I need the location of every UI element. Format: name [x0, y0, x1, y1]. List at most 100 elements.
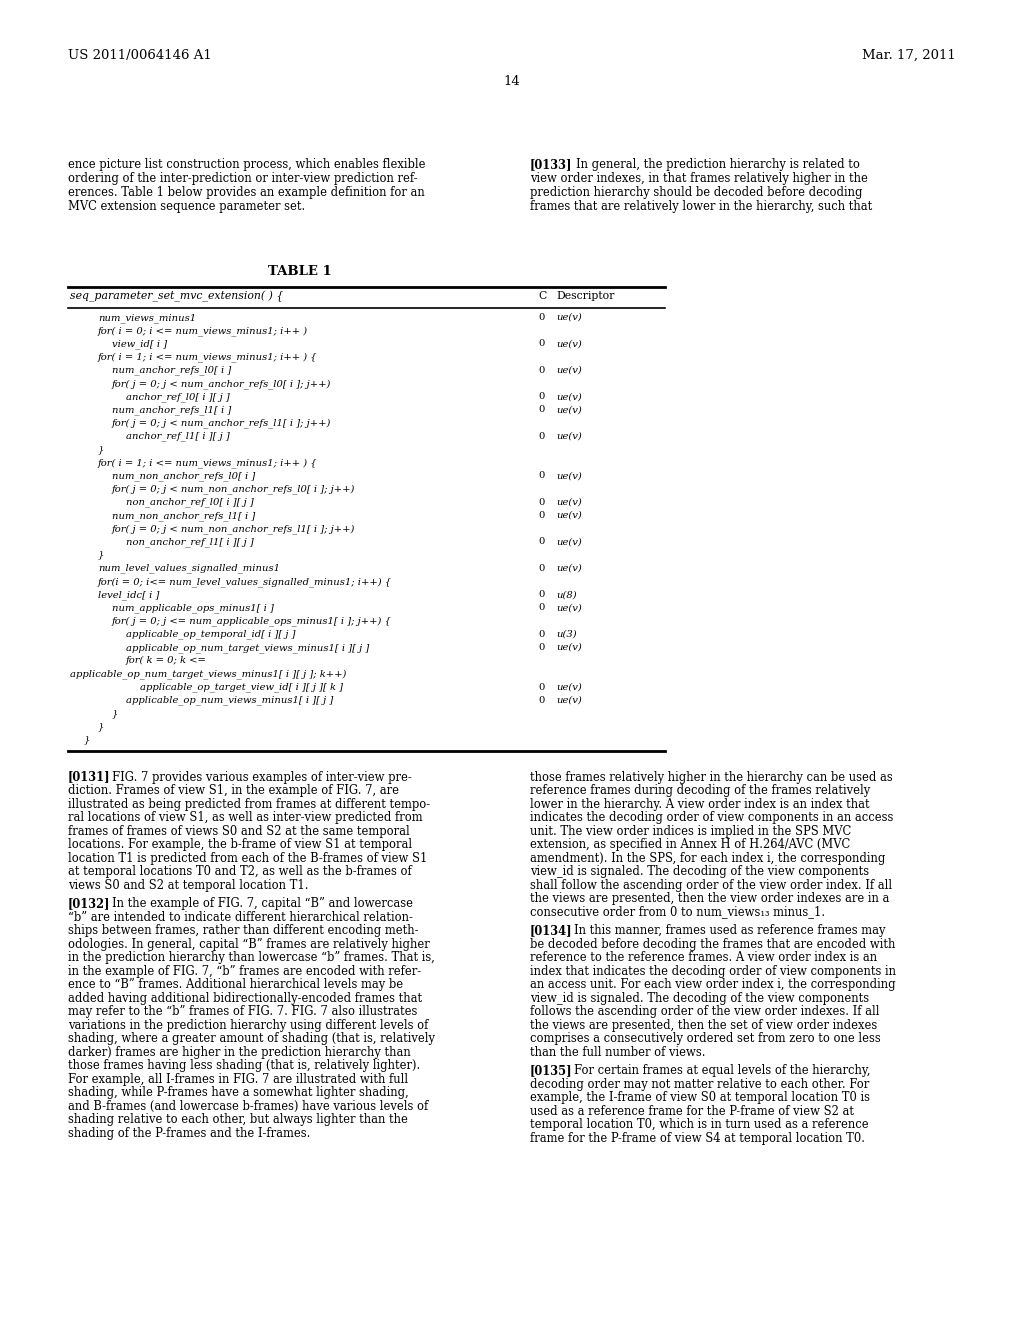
Text: views S0 and S2 at temporal location T1.: views S0 and S2 at temporal location T1.: [68, 879, 308, 891]
Text: For example, all I-frames in FIG. 7 are illustrated with full: For example, all I-frames in FIG. 7 are …: [68, 1073, 409, 1085]
Text: erences. Table 1 below provides an example definition for an: erences. Table 1 below provides an examp…: [68, 186, 425, 199]
Text: indicates the decoding order of view components in an access: indicates the decoding order of view com…: [530, 810, 893, 824]
Text: used as a reference frame for the P-frame of view S2 at: used as a reference frame for the P-fram…: [530, 1105, 854, 1118]
Text: 14: 14: [504, 75, 520, 88]
Text: reference to the reference frames. A view order index is an: reference to the reference frames. A vie…: [530, 952, 878, 964]
Text: the views are presented, then the view order indexes are in a: the views are presented, then the view o…: [530, 892, 890, 906]
Text: 0: 0: [538, 643, 545, 652]
Text: [0132]: [0132]: [68, 898, 111, 909]
Text: ue(v): ue(v): [556, 405, 582, 414]
Text: frames that are relatively lower in the hierarchy, such that: frames that are relatively lower in the …: [530, 201, 872, 213]
Text: than the full number of views.: than the full number of views.: [530, 1045, 706, 1059]
Text: for( j = 0; j < num_anchor_refs_l0[ i ]; j++): for( j = 0; j < num_anchor_refs_l0[ i ];…: [112, 379, 332, 389]
Text: index that indicates the decoding order of view components in: index that indicates the decoding order …: [530, 965, 896, 978]
Text: 0: 0: [538, 498, 545, 507]
Text: ue(v): ue(v): [556, 313, 582, 322]
Text: for( j = 0; j <= num_applicable_ops_minus1[ i ]; j++) {: for( j = 0; j <= num_applicable_ops_minu…: [112, 616, 392, 627]
Text: follows the ascending order of the view order indexes. If all: follows the ascending order of the view …: [530, 1005, 880, 1018]
Text: US 2011/0064146 A1: US 2011/0064146 A1: [68, 49, 212, 62]
Text: consecutive order from 0 to num_views₁₃ minus_1.: consecutive order from 0 to num_views₁₃ …: [530, 906, 825, 919]
Text: ue(v): ue(v): [556, 511, 582, 520]
Text: 0: 0: [538, 405, 545, 414]
Text: [0131]: [0131]: [68, 771, 111, 784]
Text: ence to “B” frames. Additional hierarchical levels may be: ence to “B” frames. Additional hierarchi…: [68, 978, 403, 991]
Text: seq_parameter_set_mvc_extension( ) {: seq_parameter_set_mvc_extension( ) {: [70, 290, 284, 302]
Text: for( i = 1; i <= num_views_minus1; i++ ) {: for( i = 1; i <= num_views_minus1; i++ )…: [98, 352, 317, 363]
Text: view_id is signaled. The decoding of the view components: view_id is signaled. The decoding of the…: [530, 865, 869, 878]
Text: applicable_op_num_target_views_minus1[ i ][ j ]: applicable_op_num_target_views_minus1[ i…: [126, 643, 370, 652]
Text: 0: 0: [538, 366, 545, 375]
Text: applicable_op_temporal_id[ i ][ j ]: applicable_op_temporal_id[ i ][ j ]: [126, 630, 296, 639]
Text: comprises a consecutively ordered set from zero to one less: comprises a consecutively ordered set fr…: [530, 1032, 881, 1045]
Text: for( j = 0; j < num_non_anchor_refs_l1[ i ]; j++): for( j = 0; j < num_non_anchor_refs_l1[ …: [112, 524, 355, 535]
Text: ue(v): ue(v): [556, 366, 582, 375]
Text: ral locations of view S1, as well as inter-view predicted from: ral locations of view S1, as well as int…: [68, 810, 423, 824]
Text: [0135]: [0135]: [530, 1064, 572, 1077]
Text: [0133]: [0133]: [530, 158, 572, 172]
Text: For certain frames at equal levels of the hierarchy,: For certain frames at equal levels of th…: [574, 1064, 870, 1077]
Text: non_anchor_ref_l0[ i ][ j ]: non_anchor_ref_l0[ i ][ j ]: [126, 498, 254, 507]
Text: those frames relatively higher in the hierarchy can be used as: those frames relatively higher in the hi…: [530, 771, 893, 784]
Text: num_anchor_refs_l1[ i ]: num_anchor_refs_l1[ i ]: [112, 405, 231, 414]
Text: num_applicable_ops_minus1[ i ]: num_applicable_ops_minus1[ i ]: [112, 603, 273, 612]
Text: num_non_anchor_refs_l0[ i ]: num_non_anchor_refs_l0[ i ]: [112, 471, 255, 480]
Text: darker) frames are higher in the prediction hierarchy than: darker) frames are higher in the predict…: [68, 1045, 411, 1059]
Text: may refer to the “b” frames of FIG. 7. FIG. 7 also illustrates: may refer to the “b” frames of FIG. 7. F…: [68, 1005, 418, 1018]
Text: and B-frames (and lowercase b-frames) have various levels of: and B-frames (and lowercase b-frames) ha…: [68, 1100, 428, 1113]
Text: ue(v): ue(v): [556, 432, 582, 441]
Text: added having additional bidirectionally-encoded frames that: added having additional bidirectionally-…: [68, 991, 422, 1005]
Text: ence picture list construction process, which enables flexible: ence picture list construction process, …: [68, 158, 426, 172]
Text: for( i = 1; i <= num_views_minus1; i++ ) {: for( i = 1; i <= num_views_minus1; i++ )…: [98, 458, 317, 469]
Text: unit. The view order indices is implied in the SPS MVC: unit. The view order indices is implied …: [530, 825, 851, 838]
Text: in the example of FIG. 7, “b” frames are encoded with refer-: in the example of FIG. 7, “b” frames are…: [68, 965, 421, 978]
Text: for( k = 0; k <=: for( k = 0; k <=: [126, 656, 207, 665]
Text: ue(v): ue(v): [556, 682, 582, 692]
Text: Descriptor: Descriptor: [556, 290, 614, 301]
Text: ue(v): ue(v): [556, 603, 582, 612]
Text: MVC extension sequence parameter set.: MVC extension sequence parameter set.: [68, 201, 305, 213]
Text: extension, as specified in Annex H of H.264/AVC (MVC: extension, as specified in Annex H of H.…: [530, 838, 850, 851]
Text: “b” are intended to indicate different hierarchical relation-: “b” are intended to indicate different h…: [68, 911, 413, 924]
Text: num_non_anchor_refs_l1[ i ]: num_non_anchor_refs_l1[ i ]: [112, 511, 255, 520]
Text: the views are presented, then the set of view order indexes: the views are presented, then the set of…: [530, 1019, 878, 1032]
Text: an access unit. For each view order index i, the corresponding: an access unit. For each view order inde…: [530, 978, 896, 991]
Text: shading relative to each other, but always lighter than the: shading relative to each other, but alwa…: [68, 1113, 408, 1126]
Text: 0: 0: [538, 603, 545, 612]
Text: reference frames during decoding of the frames relatively: reference frames during decoding of the …: [530, 784, 870, 797]
Text: shading of the P-frames and the I-frames.: shading of the P-frames and the I-frames…: [68, 1126, 310, 1139]
Text: ue(v): ue(v): [556, 471, 582, 480]
Text: 0: 0: [538, 682, 545, 692]
Text: ue(v): ue(v): [556, 339, 582, 348]
Text: decoding order may not matter relative to each other. For: decoding order may not matter relative t…: [530, 1077, 869, 1090]
Text: 0: 0: [538, 392, 545, 401]
Text: for( i = 0; i <= num_views_minus1; i++ ): for( i = 0; i <= num_views_minus1; i++ ): [98, 326, 308, 337]
Text: diction. Frames of view S1, in the example of FIG. 7, are: diction. Frames of view S1, in the examp…: [68, 784, 399, 797]
Text: 0: 0: [538, 432, 545, 441]
Text: ue(v): ue(v): [556, 564, 582, 573]
Text: ordering of the inter-prediction or inter-view prediction ref-: ordering of the inter-prediction or inte…: [68, 172, 418, 185]
Text: for( j = 0; j < num_non_anchor_refs_l0[ i ]; j++): for( j = 0; j < num_non_anchor_refs_l0[ …: [112, 484, 355, 495]
Text: u(8): u(8): [556, 590, 577, 599]
Text: In this manner, frames used as reference frames may: In this manner, frames used as reference…: [574, 924, 886, 937]
Text: applicable_op_num_views_minus1[ i ][ j ]: applicable_op_num_views_minus1[ i ][ j ]: [126, 696, 333, 705]
Text: Mar. 17, 2011: Mar. 17, 2011: [862, 49, 956, 62]
Text: In general, the prediction hierarchy is related to: In general, the prediction hierarchy is …: [575, 158, 860, 172]
Text: }: }: [98, 445, 104, 454]
Text: ue(v): ue(v): [556, 537, 582, 546]
Text: }: }: [112, 709, 119, 718]
Text: view_id is signaled. The decoding of the view components: view_id is signaled. The decoding of the…: [530, 991, 869, 1005]
Text: 0: 0: [538, 537, 545, 546]
Text: level_idc[ i ]: level_idc[ i ]: [98, 590, 160, 599]
Text: view_id[ i ]: view_id[ i ]: [112, 339, 167, 348]
Text: at temporal locations T0 and T2, as well as the b-frames of: at temporal locations T0 and T2, as well…: [68, 865, 412, 878]
Text: anchor_ref_l1[ i ][ j ]: anchor_ref_l1[ i ][ j ]: [126, 432, 229, 441]
Text: variations in the prediction hierarchy using different levels of: variations in the prediction hierarchy u…: [68, 1019, 428, 1032]
Text: ue(v): ue(v): [556, 498, 582, 507]
Text: num_level_values_signalled_minus1: num_level_values_signalled_minus1: [98, 564, 280, 573]
Text: applicable_op_target_view_id[ i ][ j ][ k ]: applicable_op_target_view_id[ i ][ j ][ …: [140, 682, 343, 692]
Text: location T1 is predicted from each of the B-frames of view S1: location T1 is predicted from each of th…: [68, 851, 427, 865]
Text: ue(v): ue(v): [556, 696, 582, 705]
Text: }: }: [98, 722, 104, 731]
Text: 0: 0: [538, 511, 545, 520]
Text: for(i = 0; i<= num_level_values_signalled_minus1; i++) {: for(i = 0; i<= num_level_values_signalle…: [98, 577, 392, 587]
